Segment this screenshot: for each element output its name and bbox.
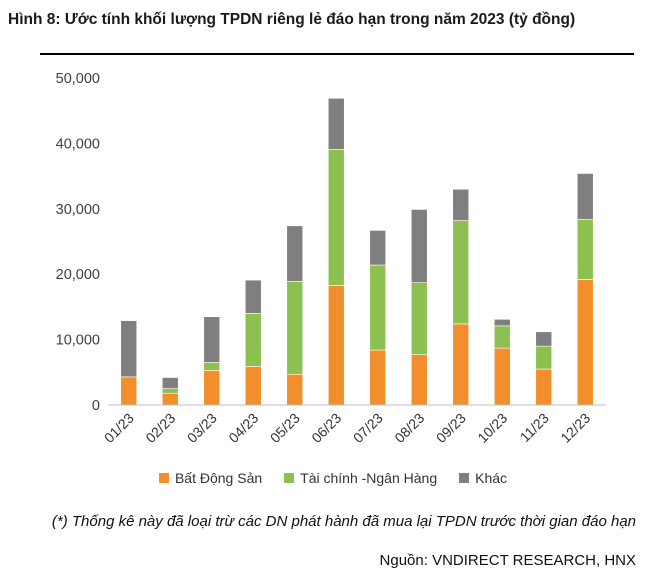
x-tick-label: 10/23	[474, 410, 510, 446]
bar-segment-series-1	[244, 313, 262, 367]
bar-segment-series-2	[327, 97, 345, 150]
bar-segment-series-2	[286, 225, 304, 282]
legend: Bất Động Sản Tài chính -Ngân Hàng Khác	[0, 470, 666, 486]
x-tick-label: 08/23	[391, 410, 427, 446]
bar-segment-series-0	[535, 368, 553, 406]
bar-segment-series-0	[203, 370, 221, 406]
x-tick-label: 02/23	[142, 410, 178, 446]
x-tick-label: 04/23	[225, 410, 261, 446]
bar-segment-series-1	[369, 264, 387, 351]
bar-segment-series-0	[493, 347, 511, 406]
bar-segment-series-2	[161, 377, 179, 389]
legend-label-bds: Bất Động Sản	[174, 470, 263, 486]
title-rule	[40, 53, 634, 55]
legend-swatch-bds	[158, 473, 169, 483]
bar-segment-series-2	[452, 188, 470, 221]
bar-segment-series-0	[244, 366, 262, 406]
bar-chart: 0 10,000 20,000 30,000 40,000 50,000 01/23 02/2…	[56, 71, 606, 446]
bar-segment-series-2	[576, 173, 594, 220]
bar-segment-series-1	[493, 325, 511, 349]
bar-segment-series-2	[410, 209, 428, 284]
bar-segment-series-1	[286, 281, 304, 375]
bar-segment-series-0	[120, 376, 138, 406]
bar-segment-series-1	[576, 218, 594, 280]
bar-segment-series-2	[369, 230, 387, 266]
bar-segment-series-0	[327, 285, 345, 406]
bar-segment-series-2	[203, 316, 221, 363]
legend-swatch-khac	[459, 473, 470, 483]
x-tick-label: 03/23	[184, 410, 220, 446]
y-tick-label: 10,000	[56, 333, 100, 349]
legend-item-khac: Khác	[459, 470, 507, 486]
bar-segment-series-2	[493, 319, 511, 327]
bar-segment-series-2	[244, 279, 262, 314]
bar-segment-series-1	[161, 388, 179, 394]
x-tick-label: 05/23	[267, 410, 303, 446]
x-tick-label: 09/23	[433, 410, 469, 446]
bar-segment-series-1	[410, 282, 428, 355]
bar-segment-series-1	[203, 362, 221, 371]
bar-segment-series-0	[369, 349, 387, 406]
x-tick-label: 12/23	[557, 410, 593, 446]
bar-segment-series-0	[576, 279, 594, 406]
y-tick-label: 30,000	[56, 202, 100, 218]
bar-segment-series-1	[452, 220, 470, 325]
chart-title: Hình 8: Ước tính khối lượng TPDN riêng l…	[8, 11, 576, 28]
x-tick-label: 01/23	[101, 410, 137, 446]
legend-item-tcnh: Tài chính -Ngân Hàng	[284, 470, 437, 486]
source-text: Nguồn: VNDIRECT RESEARCH, HNX	[379, 552, 636, 569]
legend-item-bds: Bất Động Sản	[158, 470, 263, 486]
bar-segment-series-0	[410, 354, 428, 406]
legend-label-khac: Khác	[475, 470, 508, 486]
footnote: (*) Thống kê này đã loại trừ các DN phát…	[51, 513, 636, 530]
bar-segment-series-1	[327, 148, 345, 286]
x-tick-label: 06/23	[308, 410, 344, 446]
legend-label-tcnh: Tài chính -Ngân Hàng	[300, 470, 438, 486]
bar-segment-series-2	[535, 331, 553, 347]
x-tick-label: 11/23	[517, 410, 553, 446]
y-tick-label: 20,000	[56, 267, 100, 283]
y-tick-label: 50,000	[56, 71, 100, 87]
bar-segment-series-2	[120, 320, 138, 378]
y-tick-label: 0	[92, 398, 100, 414]
legend-swatch-tcnh	[284, 473, 295, 483]
x-tick-label: 07/23	[350, 410, 386, 446]
bar-segment-series-0	[286, 373, 304, 406]
y-tick-label: 40,000	[56, 136, 100, 152]
bar-segment-series-0	[452, 323, 470, 406]
bar-segment-series-0	[161, 392, 179, 406]
bar-segment-series-1	[535, 345, 553, 370]
